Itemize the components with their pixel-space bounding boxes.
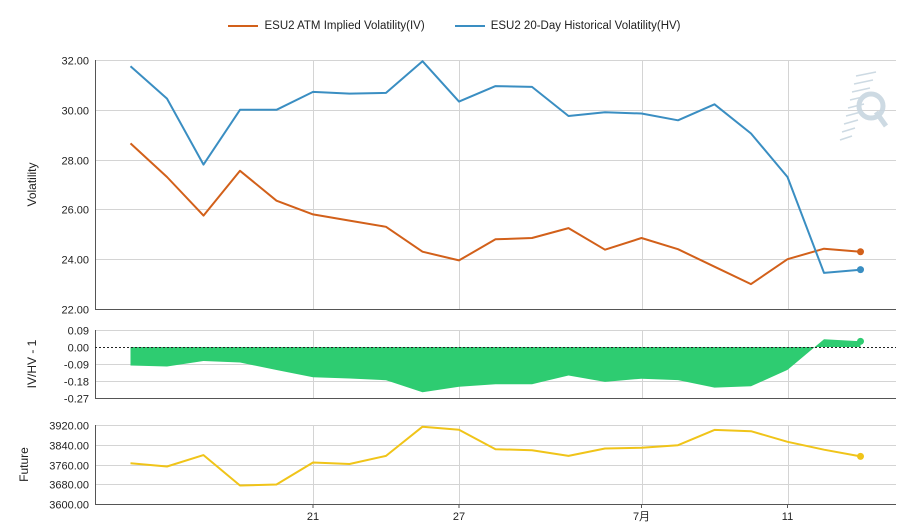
legend-item-iv[interactable]: ESU2 ATM Implied Volatility(IV) (228, 20, 425, 32)
logo-ring (856, 91, 886, 121)
y-tick-label-ratio-0: 0.09 (68, 326, 89, 338)
legend-swatch-iv (228, 25, 259, 27)
x-tick-label-3: 11 (782, 511, 793, 523)
logo-stroke-0 (839, 135, 853, 141)
y-tick-label-future-2: 3760.00 (49, 461, 89, 473)
y-tick-label-volatility-4: 24.00 (61, 255, 89, 267)
y-tick-label-future-1: 3840.00 (49, 441, 89, 453)
y-tick-label-ratio-3: -0.18 (64, 377, 89, 389)
y-axis-title-future: Future (17, 447, 31, 482)
x-tick-label-2: 7月 (633, 511, 650, 523)
watermark-logo (839, 71, 889, 141)
series-line-future-0 (130, 425, 861, 487)
logo-stroke-2 (843, 119, 859, 125)
legend-label-hv: ESU2 20-Day Historical Volatility(HV) (490, 20, 681, 32)
y-tick-label-future-0: 3920.00 (49, 421, 89, 433)
y-tick-label-future-4: 3600.00 (49, 500, 89, 512)
y-axis-title-ratio: IV/HV - 1 (25, 339, 39, 388)
y-tick-label-volatility-0: 32.00 (61, 56, 89, 68)
logo-tail (873, 110, 889, 128)
legend-swatch-hv (454, 25, 485, 27)
y-tick-label-ratio-2: -0.09 (64, 360, 89, 372)
series-line-volatility-1 (129, 60, 861, 274)
y-tick-label-volatility-5: 22.00 (61, 305, 89, 317)
logo-stroke-1 (841, 127, 856, 133)
legend-item-hv[interactable]: ESU2 20-Day Historical Volatility(HV) (454, 20, 681, 32)
x-tick-label-1: 27 (453, 511, 465, 523)
series-line-volatility-0 (129, 142, 861, 286)
y-tick-label-volatility-2: 28.00 (61, 156, 89, 168)
ratio-area (130, 339, 861, 393)
logo-stroke-6 (851, 87, 871, 93)
panel-ratio: 0.09 0.00 -0.09 -0.18 -0.27 IV/HV - 1 (25, 326, 896, 406)
y-tick-label-volatility-1: 30.00 (61, 106, 89, 118)
y-axis-title-volatility: Volatility (25, 162, 39, 206)
series-end-point-future-0 (857, 452, 864, 460)
y-tick-label-volatility-3: 26.00 (61, 205, 89, 217)
ratio-end-point (857, 337, 864, 345)
logo-stroke-8 (855, 71, 877, 77)
y-tick-label-future-3: 3680.00 (49, 480, 89, 492)
y-tick-label-ratio-1: 0.00 (68, 343, 89, 355)
logo-stroke-7 (853, 79, 874, 85)
x-tick-label-0: 21 (307, 511, 319, 523)
series-end-point-volatility-1 (857, 266, 864, 274)
y-tick-label-ratio-4: -0.27 (64, 394, 89, 406)
series-end-point-volatility-0 (857, 248, 864, 256)
panel-volatility: 32.00 30.00 28.00 26.00 24.00 22.00 Volatility (25, 56, 896, 317)
legend: ESU2 ATM Implied Volatility(IV) ESU2 20-… (0, 16, 909, 36)
legend-label-iv: ESU2 ATM Implied Volatility(IV) (264, 20, 425, 32)
panel-future: 3920.00 3840.00 3760.00 3680.00 3600.00 Futur… (17, 421, 896, 512)
